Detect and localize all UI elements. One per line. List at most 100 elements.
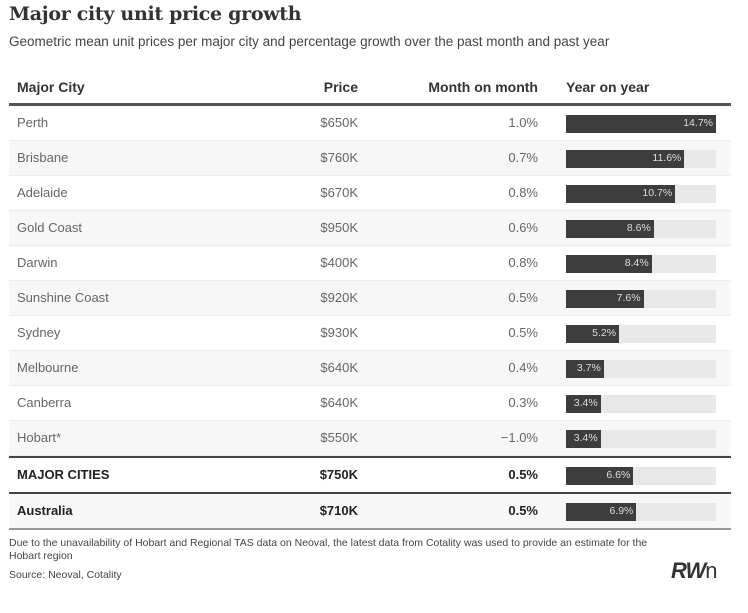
city-name: MAJOR CITIES xyxy=(17,467,110,482)
yoy-bar: 10.7% xyxy=(566,185,676,203)
divider xyxy=(9,456,731,458)
price-value: $640K xyxy=(320,395,358,410)
yoy-bar: 6.6% xyxy=(566,467,634,485)
city-name: Perth xyxy=(17,115,49,130)
table-row: Australia $710K 0.5% 6.9% xyxy=(9,494,731,528)
footnote: Due to the unavailability of Hobart and … xyxy=(9,537,648,562)
city-name: Brisbane xyxy=(17,150,69,165)
price-value: $650K xyxy=(320,115,358,130)
rwn-logo: RWn xyxy=(671,558,718,584)
mom-value: 0.3% xyxy=(508,395,538,410)
table-row: Hobart* $550K −1.0% 3.4% xyxy=(9,421,731,456)
mom-value: 0.5% xyxy=(508,503,538,518)
yoy-bar: 8.6% xyxy=(566,220,654,238)
table-row: Darwin $400K 0.8% 8.4% xyxy=(9,246,731,281)
yoy-bar: 11.6% xyxy=(566,150,685,168)
yoy-bar: 3.7% xyxy=(566,360,604,378)
table-row: Sydney $930K 0.5% 5.2% xyxy=(9,316,731,351)
yoy-bar-label: 8.6% xyxy=(626,222,651,234)
logo-main: RW xyxy=(671,558,706,583)
divider xyxy=(9,492,731,494)
yoy-bar: 8.4% xyxy=(566,255,652,273)
city-name: Canberra xyxy=(17,395,72,410)
price-value: $550K xyxy=(320,430,358,445)
yoy-bar-label: 10.7% xyxy=(642,187,673,199)
city-name: Melbourne xyxy=(17,360,79,375)
yoy-bar-track: 14.7% xyxy=(566,115,716,133)
yoy-bar: 3.4% xyxy=(566,395,601,413)
mom-value: −1.0% xyxy=(500,430,538,445)
yoy-bar-label: 3.7% xyxy=(576,362,601,374)
table-row: Melbourne $640K 0.4% 3.7% xyxy=(9,351,731,386)
mom-value: 0.8% xyxy=(508,255,538,270)
city-name: Sydney xyxy=(17,325,61,340)
yoy-bar: 7.6% xyxy=(566,290,644,308)
yoy-bar-track: 11.6% xyxy=(566,150,716,168)
yoy-bar-track: 7.6% xyxy=(566,290,716,308)
mom-value: 0.5% xyxy=(508,325,538,340)
table-row: Gold Coast $950K 0.6% 8.6% xyxy=(9,211,731,246)
divider xyxy=(9,528,731,530)
yoy-bar-label: 5.2% xyxy=(592,327,617,339)
mom-value: 0.5% xyxy=(508,290,538,305)
yoy-bar-label: 11.6% xyxy=(652,152,682,164)
yoy-bar: 5.2% xyxy=(566,325,620,343)
growth-table: Major City Price Month on month Year on … xyxy=(9,70,731,530)
mom-value: 1.0% xyxy=(508,115,538,130)
price-value: $670K xyxy=(320,185,358,200)
price-value: $750K xyxy=(319,467,358,482)
yoy-bar-label: 6.6% xyxy=(606,469,631,481)
price-value: $930K xyxy=(320,325,358,340)
table-row: Brisbane $760K 0.7% 11.6% xyxy=(9,141,731,176)
yoy-bar-track: 6.9% xyxy=(566,503,716,521)
yoy-bar: 3.4% xyxy=(566,430,601,448)
city-name: Hobart* xyxy=(17,430,62,445)
table-row: Canberra $640K 0.3% 3.4% xyxy=(9,386,731,421)
yoy-bar-track: 6.6% xyxy=(566,467,716,485)
header-price: Price xyxy=(323,79,358,95)
mom-value: 0.7% xyxy=(508,150,538,165)
mom-value: 0.5% xyxy=(508,467,538,482)
city-name: Sunshine Coast xyxy=(17,290,109,305)
yoy-bar-label: 3.4% xyxy=(573,432,598,444)
yoy-bar-label: 7.6% xyxy=(616,292,641,304)
yoy-bar-track: 3.4% xyxy=(566,430,716,448)
city-name: Darwin xyxy=(17,255,58,270)
yoy-bar: 14.7% xyxy=(566,115,716,133)
logo-tail: n xyxy=(705,558,717,583)
yoy-bar-track: 3.4% xyxy=(566,395,716,413)
chart-subtitle: Geometric mean unit prices per major cit… xyxy=(9,34,610,49)
mom-value: 0.6% xyxy=(508,220,538,235)
header-yoy: Year on year xyxy=(566,79,650,95)
price-value: $710K xyxy=(319,503,358,518)
source-note: Source: Neoval, Cotality xyxy=(9,569,122,581)
price-value: $640K xyxy=(320,360,358,375)
price-value: $950K xyxy=(320,220,358,235)
chart-title: Major city unit price growth xyxy=(9,3,302,25)
yoy-bar-track: 5.2% xyxy=(566,325,716,343)
price-value: $920K xyxy=(320,290,358,305)
yoy-bar-label: 3.4% xyxy=(573,397,598,409)
table-row: Perth $650K 1.0% 14.7% xyxy=(9,106,731,141)
header-city: Major City xyxy=(17,79,85,95)
city-name: Gold Coast xyxy=(17,220,83,235)
yoy-bar-label: 6.9% xyxy=(609,505,634,517)
table-header: Major City Price Month on month Year on … xyxy=(9,70,731,106)
yoy-bar: 6.9% xyxy=(566,503,637,521)
yoy-bar-track: 8.4% xyxy=(566,255,716,273)
city-name: Australia xyxy=(17,503,73,518)
yoy-bar-label: 14.7% xyxy=(683,117,713,129)
table-row: MAJOR CITIES $750K 0.5% 6.6% xyxy=(9,458,731,492)
city-name: Adelaide xyxy=(17,185,68,200)
yoy-bar-label: 8.4% xyxy=(624,257,649,269)
price-value: $760K xyxy=(320,150,358,165)
mom-value: 0.8% xyxy=(508,185,538,200)
yoy-bar-track: 10.7% xyxy=(566,185,716,203)
table-row: Sunshine Coast $920K 0.5% 7.6% xyxy=(9,281,731,316)
table-row: Adelaide $670K 0.8% 10.7% xyxy=(9,176,731,211)
yoy-bar-track: 3.7% xyxy=(566,360,716,378)
header-mom: Month on month xyxy=(428,79,538,95)
price-value: $400K xyxy=(320,255,358,270)
yoy-bar-track: 8.6% xyxy=(566,220,716,238)
mom-value: 0.4% xyxy=(508,360,538,375)
